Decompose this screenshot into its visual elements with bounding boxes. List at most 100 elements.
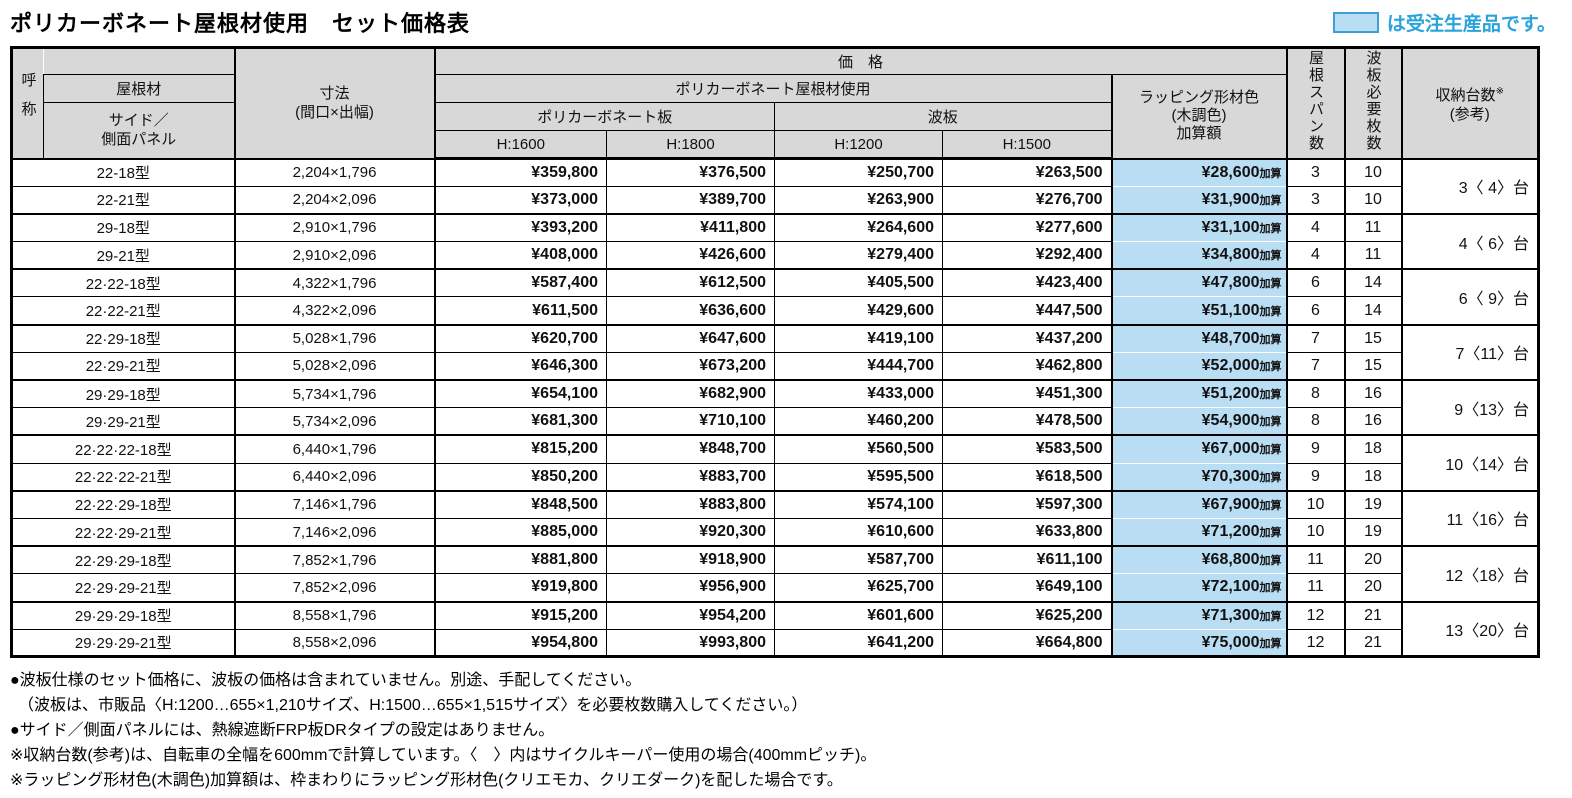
price-h1600-cell: ¥815,200 bbox=[433, 434, 607, 464]
header-name-col: 呼称 bbox=[11, 47, 44, 159]
dimensions-cell: 7,146×1,796 bbox=[233, 489, 435, 519]
wrap-surcharge-cell: ¥54,900加算 bbox=[1110, 407, 1287, 436]
order-product-label: は受注生産品です。 bbox=[1386, 14, 1556, 35]
wrap-surcharge-suffix: 加算 bbox=[1259, 610, 1282, 623]
sheets-required-cell: 21 bbox=[1343, 628, 1402, 658]
sheets-required-cell: 20 bbox=[1343, 545, 1402, 575]
dimensions-cell: 8,558×2,096 bbox=[233, 628, 435, 658]
price-h1500-cell: ¥618,500 bbox=[942, 462, 1112, 492]
footnote: （波板は、市販品〈H:1200…655×1,210サイズ、H:1500…655×… bbox=[10, 697, 808, 714]
roof-span-count-cell: 11 bbox=[1285, 545, 1345, 575]
wrap-surcharge-suffix: 加算 bbox=[1259, 555, 1282, 568]
price-h1500-cell: ¥277,600 bbox=[942, 212, 1112, 243]
price-h1800-cell: ¥376,500 bbox=[606, 157, 775, 187]
price-h1600-cell: ¥393,200 bbox=[433, 212, 607, 243]
price-h1500-cell: ¥633,800 bbox=[942, 517, 1112, 547]
price-h1200-cell: ¥595,500 bbox=[774, 462, 943, 492]
sheets-required-cell: 19 bbox=[1343, 517, 1402, 547]
wrap-surcharge-amount: ¥71,300 bbox=[1201, 606, 1260, 624]
wrap-surcharge-cell: ¥51,100加算 bbox=[1110, 296, 1287, 326]
price-h1800-cell: ¥883,700 bbox=[606, 462, 775, 492]
price-h1500-cell: ¥437,200 bbox=[942, 323, 1112, 353]
wrap-surcharge-suffix: 加算 bbox=[1259, 278, 1282, 291]
wrap-surcharge-suffix: 加算 bbox=[1259, 444, 1282, 457]
table-row: 22·29·29-21型 7,852×2,096 ¥919,800 ¥956,9… bbox=[11, 573, 1539, 602]
price-h1500-cell: ¥478,500 bbox=[942, 407, 1112, 436]
price-h1500-cell: ¥447,500 bbox=[942, 296, 1112, 326]
price-h1800-cell: ¥636,600 bbox=[606, 296, 775, 326]
model-cell: 22·22-21型 bbox=[11, 296, 235, 326]
table-row: 22·22·22-18型 6,440×1,796 ¥815,200 ¥848,7… bbox=[11, 434, 1539, 492]
roof-span-count-cell: 6 bbox=[1285, 296, 1345, 326]
price-h1800-cell: ¥920,300 bbox=[606, 517, 775, 547]
price-h1200-cell: ¥263,900 bbox=[774, 185, 943, 215]
dimensions-cell: 7,852×2,096 bbox=[233, 573, 435, 602]
wrap-surcharge-suffix: 加算 bbox=[1259, 416, 1282, 429]
header-h1500: H:1500 bbox=[942, 130, 1112, 160]
wrap-surcharge-suffix: 加算 bbox=[1259, 305, 1282, 318]
header-storage-sub: (参考) bbox=[1449, 106, 1490, 124]
price-h1600-cell: ¥915,200 bbox=[433, 600, 607, 630]
price-h1200-cell: ¥587,700 bbox=[774, 545, 943, 575]
header-roof-span-count-label: 屋根スパン数 bbox=[1307, 50, 1324, 153]
sheets-required-cell: 10 bbox=[1343, 157, 1402, 187]
roof-span-count-cell: 3 bbox=[1285, 185, 1345, 215]
roof-span-count-cell: 4 bbox=[1285, 241, 1345, 270]
price-h1200-cell: ¥279,400 bbox=[774, 241, 943, 270]
wrap-surcharge-suffix: 加算 bbox=[1259, 582, 1282, 595]
table-row: 22·22·22-21型 6,440×2,096 ¥850,200 ¥883,7… bbox=[11, 462, 1539, 492]
model-cell: 22·29-21型 bbox=[11, 351, 235, 381]
price-h1200-cell: ¥444,700 bbox=[774, 351, 943, 381]
price-h1600-cell: ¥654,100 bbox=[433, 379, 607, 409]
storage-capacity-cell: 9〈13〉台 bbox=[1400, 378, 1539, 436]
wrap-surcharge-amount: ¥28,600 bbox=[1201, 163, 1260, 181]
header-price: 価 格 bbox=[433, 47, 1287, 75]
price-h1800-cell: ¥673,200 bbox=[606, 351, 775, 381]
storage-capacity-cell: 10〈14〉台 bbox=[1400, 434, 1539, 492]
wrap-surcharge-cell: ¥70,300加算 bbox=[1110, 462, 1287, 492]
model-cell: 22·29·29-21型 bbox=[11, 573, 235, 602]
model-cell: 29·29·29-18型 bbox=[11, 600, 235, 630]
model-cell: 22·22·29-18型 bbox=[11, 489, 235, 519]
table-row: 29-21型 2,910×2,096 ¥408,000 ¥426,600 ¥27… bbox=[11, 241, 1539, 270]
header-storage-note-mark: ※ bbox=[1495, 86, 1504, 98]
price-h1800-cell: ¥918,900 bbox=[606, 545, 775, 575]
table-row: 22-21型 2,204×2,096 ¥373,000 ¥389,700 ¥26… bbox=[11, 185, 1539, 215]
header-h1200: H:1200 bbox=[774, 130, 943, 160]
price-h1500-cell: ¥276,700 bbox=[942, 185, 1112, 215]
storage-capacity-cell: 13〈20〉台 bbox=[1400, 600, 1539, 658]
price-h1600-cell: ¥848,500 bbox=[433, 489, 607, 519]
roof-span-count-cell: 10 bbox=[1285, 489, 1345, 519]
dimensions-cell: 4,322×2,096 bbox=[233, 296, 435, 326]
header-side-panel: サイド／ 側面パネル bbox=[43, 102, 235, 159]
price-h1800-cell: ¥389,700 bbox=[606, 185, 775, 215]
price-h1800-cell: ¥612,500 bbox=[606, 268, 775, 298]
wrap-surcharge-suffix: 加算 bbox=[1259, 250, 1282, 263]
header-wrap-line2: (木調色) bbox=[1171, 107, 1227, 125]
dimensions-cell: 2,910×2,096 bbox=[233, 241, 435, 270]
price-h1500-cell: ¥611,100 bbox=[942, 545, 1112, 575]
sheets-required-cell: 11 bbox=[1343, 212, 1402, 243]
storage-capacity-cell: 7〈11〉台 bbox=[1400, 323, 1539, 381]
header-sheets-required: 波板必要枚数 bbox=[1343, 47, 1402, 159]
wrap-surcharge-amount: ¥47,800 bbox=[1201, 274, 1260, 292]
header-h1600: H:1600 bbox=[433, 130, 607, 160]
wrap-surcharge-suffix: 加算 bbox=[1259, 194, 1282, 207]
price-h1200-cell: ¥419,100 bbox=[774, 323, 943, 353]
wrap-surcharge-cell: ¥34,800加算 bbox=[1110, 241, 1287, 270]
model-cell: 22-21型 bbox=[11, 185, 235, 215]
wrap-surcharge-suffix: 加算 bbox=[1259, 527, 1282, 540]
header-roof-material: 屋根材 bbox=[43, 74, 235, 103]
header-wrap-line3: 加算額 bbox=[1176, 125, 1222, 143]
roof-span-count-cell: 12 bbox=[1285, 600, 1345, 630]
wrap-surcharge-amount: ¥72,100 bbox=[1201, 578, 1260, 596]
price-h1800-cell: ¥883,800 bbox=[606, 489, 775, 519]
price-h1600-cell: ¥850,200 bbox=[433, 462, 607, 492]
roof-span-count-cell: 8 bbox=[1285, 379, 1345, 409]
table-row: 22·29·29-18型 7,852×1,796 ¥881,800 ¥918,9… bbox=[11, 545, 1539, 603]
sheets-required-cell: 11 bbox=[1343, 241, 1402, 270]
footnote: ●サイド／側面パネルには、熱線遮断FRP板DRタイプの設定はありません。 bbox=[10, 722, 555, 739]
wrap-surcharge-cell: ¥67,900加算 bbox=[1110, 489, 1287, 519]
wrap-surcharge-amount: ¥54,900 bbox=[1201, 412, 1260, 430]
wrap-surcharge-cell: ¥75,000加算 bbox=[1110, 628, 1287, 658]
